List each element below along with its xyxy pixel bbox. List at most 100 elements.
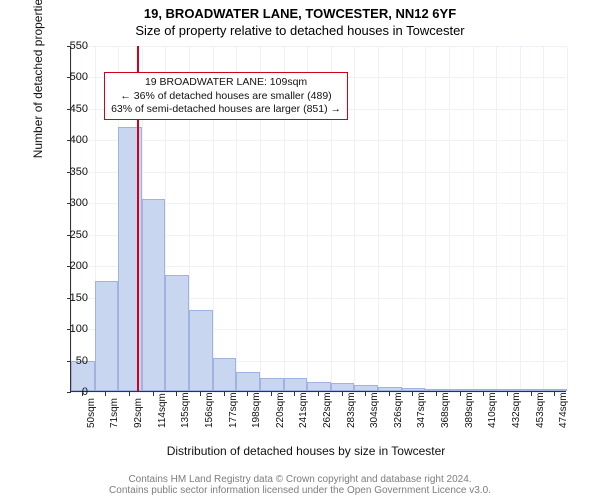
gridline-y bbox=[71, 46, 566, 47]
y-tick-label: 200 bbox=[60, 260, 88, 272]
gridline-x bbox=[473, 46, 474, 391]
gridline-x bbox=[425, 46, 426, 391]
histogram-bar bbox=[236, 372, 260, 391]
x-tick-label: 474sqm bbox=[558, 392, 569, 428]
x-tick-mark bbox=[507, 392, 508, 396]
x-tick-label: 156sqm bbox=[204, 392, 215, 428]
y-tick-mark bbox=[67, 392, 71, 393]
gridline-x bbox=[543, 46, 544, 391]
x-tick-mark bbox=[436, 392, 437, 396]
histogram-bar bbox=[378, 387, 402, 391]
gridline-y bbox=[71, 140, 566, 141]
histogram-bar bbox=[213, 358, 237, 391]
histogram-bar bbox=[189, 310, 213, 391]
x-tick-label: 135sqm bbox=[180, 392, 191, 428]
x-tick-label: 50sqm bbox=[86, 398, 97, 428]
x-tick-mark bbox=[271, 392, 272, 396]
y-tick-mark bbox=[67, 46, 71, 47]
histogram-bar bbox=[425, 389, 449, 391]
y-tick-mark bbox=[67, 329, 71, 330]
x-tick-label: 283sqm bbox=[346, 392, 357, 428]
histogram-bar bbox=[402, 388, 426, 391]
y-tick-label: 50 bbox=[60, 355, 88, 367]
gridline-x bbox=[449, 46, 450, 391]
y-tick-label: 550 bbox=[60, 40, 88, 52]
x-tick-label: 71sqm bbox=[109, 398, 120, 428]
x-tick-label: 347sqm bbox=[416, 392, 427, 428]
x-tick-mark bbox=[554, 392, 555, 396]
histogram-bar bbox=[449, 389, 473, 391]
x-tick-label: 177sqm bbox=[228, 392, 239, 428]
x-tick-mark bbox=[342, 392, 343, 396]
y-tick-mark bbox=[67, 140, 71, 141]
histogram-bar bbox=[543, 389, 567, 391]
footer-line-2: Contains public sector information licen… bbox=[0, 485, 600, 496]
gridline-y bbox=[71, 172, 566, 173]
gridline-x bbox=[378, 46, 379, 391]
gridline-x bbox=[71, 46, 72, 391]
y-tick-mark bbox=[67, 361, 71, 362]
footer-attribution: Contains HM Land Registry data © Crown c… bbox=[0, 474, 600, 496]
x-tick-label: 114sqm bbox=[157, 393, 168, 428]
x-tick-mark bbox=[318, 392, 319, 396]
x-tick-mark bbox=[294, 392, 295, 396]
x-tick-mark bbox=[82, 392, 83, 396]
histogram-bar bbox=[354, 385, 378, 391]
histogram-bar bbox=[284, 378, 308, 391]
y-tick-label: 350 bbox=[60, 166, 88, 178]
histogram-bar bbox=[165, 275, 189, 391]
y-tick-label: 250 bbox=[60, 229, 88, 241]
histogram-bar bbox=[95, 281, 119, 391]
x-tick-mark bbox=[176, 392, 177, 396]
histogram-bar bbox=[260, 378, 284, 391]
y-tick-mark bbox=[67, 298, 71, 299]
y-axis-title: Number of detached properties bbox=[31, 0, 45, 158]
x-tick-label: 198sqm bbox=[251, 392, 262, 428]
y-tick-mark bbox=[67, 203, 71, 204]
x-tick-mark bbox=[153, 392, 154, 396]
y-tick-label: 0 bbox=[60, 386, 88, 398]
histogram-bar bbox=[307, 382, 331, 391]
x-tick-label: 326sqm bbox=[393, 392, 404, 428]
gridline-x bbox=[520, 46, 521, 391]
x-tick-mark bbox=[129, 392, 130, 396]
gridline-x bbox=[402, 46, 403, 391]
page-title: 19, BROADWATER LANE, TOWCESTER, NN12 6YF bbox=[0, 0, 600, 21]
x-tick-mark bbox=[200, 392, 201, 396]
histogram-bar bbox=[331, 383, 355, 391]
annotation-box: 19 BROADWATER LANE: 109sqm← 36% of detac… bbox=[104, 72, 348, 119]
x-tick-label: 410sqm bbox=[487, 392, 498, 428]
y-tick-mark bbox=[67, 172, 71, 173]
plot-area: 19 BROADWATER LANE: 109sqm← 36% of detac… bbox=[70, 46, 566, 392]
annotation-line: 63% of semi-detached houses are larger (… bbox=[111, 103, 341, 116]
gridline-x bbox=[496, 46, 497, 391]
x-axis-title: Distribution of detached houses by size … bbox=[46, 444, 566, 458]
x-tick-mark bbox=[224, 392, 225, 396]
y-tick-label: 300 bbox=[60, 197, 88, 209]
y-tick-mark bbox=[67, 266, 71, 267]
x-tick-label: 220sqm bbox=[275, 392, 286, 428]
x-tick-label: 304sqm bbox=[369, 392, 380, 428]
y-tick-label: 100 bbox=[60, 323, 88, 335]
y-tick-mark bbox=[67, 77, 71, 78]
y-tick-label: 150 bbox=[60, 292, 88, 304]
histogram-bar bbox=[473, 389, 497, 391]
y-tick-mark bbox=[67, 109, 71, 110]
x-tick-mark bbox=[531, 392, 532, 396]
annotation-line: 19 BROADWATER LANE: 109sqm bbox=[111, 76, 341, 89]
x-tick-label: 368sqm bbox=[440, 392, 451, 428]
x-tick-mark bbox=[365, 392, 366, 396]
x-tick-label: 389sqm bbox=[464, 392, 475, 428]
page-subtitle: Size of property relative to detached ho… bbox=[0, 21, 600, 38]
gridline-x bbox=[567, 46, 568, 391]
y-tick-label: 500 bbox=[60, 71, 88, 83]
x-tick-mark bbox=[389, 392, 390, 396]
x-tick-mark bbox=[483, 392, 484, 396]
x-tick-mark bbox=[412, 392, 413, 396]
y-tick-label: 400 bbox=[60, 134, 88, 146]
histogram-bar bbox=[496, 389, 520, 391]
y-tick-label: 450 bbox=[60, 103, 88, 115]
x-tick-label: 241sqm bbox=[298, 392, 309, 428]
annotation-line: ← 36% of detached houses are smaller (48… bbox=[111, 90, 341, 103]
x-tick-label: 453sqm bbox=[535, 392, 546, 428]
